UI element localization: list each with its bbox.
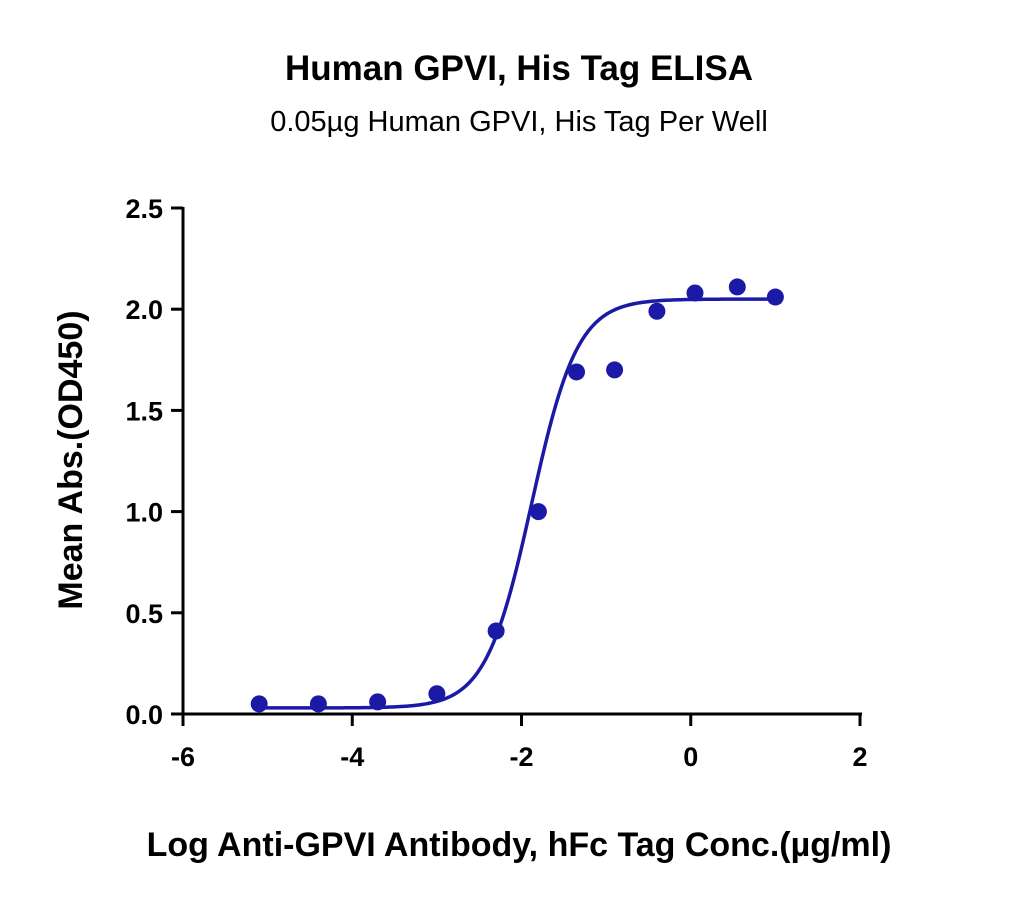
y-tick-label-5: 2.5 (125, 194, 163, 224)
chart-title: Human GPVI, His Tag ELISA (285, 49, 753, 88)
y-tick-label-0: 0.0 (125, 700, 163, 730)
data-points-layer (250, 278, 784, 713)
y-tick-label-2: 1.0 (125, 498, 163, 528)
x-axis-title: Log Anti-GPVI Antibody, hFc Tag Conc.(µg… (147, 826, 892, 864)
x-tick-label-2: -2 (509, 742, 533, 772)
axes-layer: 0.0 0.5 1.0 1.5 2.0 2.5 -6 -4 -2 0 2 (125, 194, 867, 772)
data-point-5 (529, 503, 547, 521)
data-point-11 (766, 288, 784, 306)
x-tick-label-3: 0 (683, 742, 698, 772)
data-point-6 (568, 363, 586, 381)
data-point-9 (686, 284, 704, 302)
fit-curve-layer (257, 297, 778, 710)
data-point-0 (250, 695, 268, 713)
x-tick-label-4: 2 (852, 742, 867, 772)
data-point-2 (369, 693, 387, 711)
data-point-8 (648, 302, 666, 320)
data-point-7 (606, 361, 624, 379)
y-axis-title: Mean Abs.(OD450) (52, 310, 90, 609)
y-tick-label-4: 2.0 (125, 295, 163, 325)
data-point-10 (728, 278, 746, 296)
fit-curve-0 (257, 297, 778, 710)
data-point-1 (309, 695, 327, 713)
chart-subtitle: 0.05µg Human GPVI, His Tag Per Well (270, 106, 768, 138)
data-point-4 (487, 622, 505, 640)
data-point-3 (428, 685, 446, 703)
x-tick-label-0: -6 (171, 742, 195, 772)
y-tick-label-3: 1.5 (125, 396, 163, 426)
y-tick-label-1: 0.5 (125, 599, 163, 629)
x-tick-label-1: -4 (340, 742, 364, 772)
